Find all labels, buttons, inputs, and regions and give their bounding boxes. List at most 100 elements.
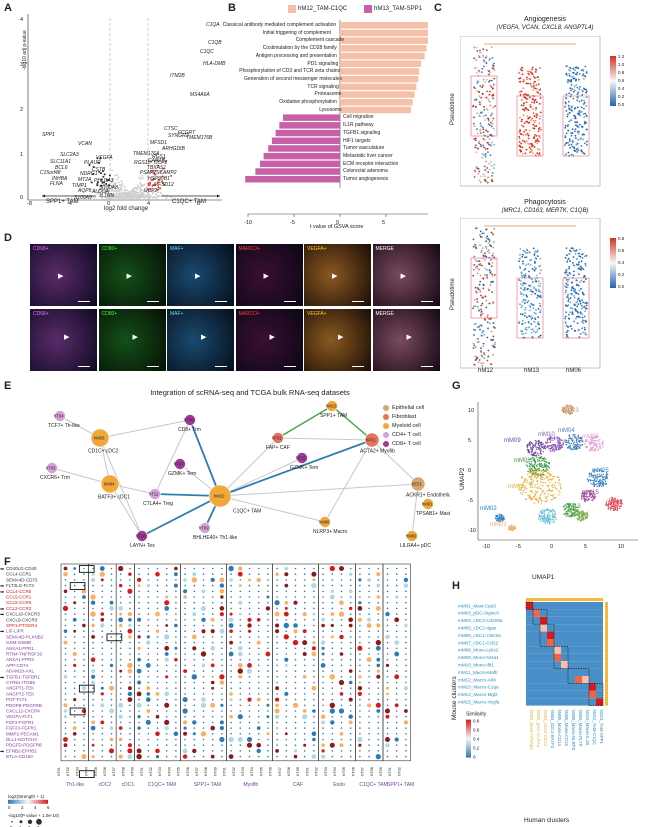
pseudotime-cell [482, 128, 485, 131]
dotplot-dot [285, 596, 288, 598]
dotplot-dot [359, 613, 361, 615]
dotplot-dot [257, 647, 260, 650]
dotplot-dot [193, 687, 196, 689]
ihc-image-tile: MERGE ▶ [372, 309, 440, 371]
dotplot-dot [129, 704, 131, 707]
dotplot-dot [73, 721, 76, 724]
dotplot-dot [202, 596, 205, 598]
dotplot-dot [228, 617, 234, 623]
network-node-label: CXCR6+ Trm [40, 475, 70, 481]
dotplot-dot [73, 710, 76, 712]
dotplot-dot [200, 651, 207, 657]
pseudotime-cell [533, 266, 536, 268]
pseudotime-cell [481, 111, 484, 114]
pseudotime-cell [473, 268, 475, 271]
dotplot-dot [129, 567, 131, 570]
umap-ytick: 10 [468, 408, 474, 414]
umap-cell [584, 446, 587, 448]
dotplot-dot [331, 755, 334, 758]
network-node-id: hT15 [296, 456, 306, 461]
umap-cell [599, 479, 601, 481]
pseudotime-cell [567, 298, 570, 301]
dotplot-dot [257, 738, 260, 741]
pseudotime-cell [518, 265, 521, 267]
umap-cell [602, 478, 604, 480]
umap-cell [568, 437, 570, 440]
ihc-stain-label: MAF+ [170, 246, 184, 252]
pseudotime-cell [584, 142, 586, 145]
umap-cell [551, 450, 554, 452]
dotplot-dot [193, 744, 196, 746]
dotplot-dot [83, 750, 85, 752]
pseudotime-cell [524, 332, 527, 335]
dotplot-dot [221, 693, 223, 695]
volcano-point [120, 185, 123, 188]
pseudotime-cell [584, 75, 587, 78]
dotplot-dot [228, 736, 234, 743]
pseudotime-cell [525, 120, 528, 123]
dotplot-dot [221, 755, 223, 758]
pseudotime-cell [480, 294, 482, 297]
pseudotime-cell [476, 79, 479, 82]
dotplot-dot [164, 657, 169, 662]
dotplot-dot [321, 646, 325, 650]
dotplot-dot [156, 601, 159, 604]
umap-cell [500, 513, 503, 516]
dotplot-dot [267, 624, 269, 627]
dotplot-dot [184, 647, 186, 650]
pseudotime-cell [478, 359, 481, 361]
dotplot-dot [284, 583, 289, 588]
pseudotime-cell [571, 132, 574, 134]
umap-cell [508, 528, 510, 530]
umap-cell [553, 521, 555, 523]
dotplot-dot [129, 710, 131, 712]
dotplot-dot [219, 736, 225, 743]
umap-cell [594, 450, 597, 452]
dotplot-dot [359, 573, 361, 575]
pseudotime-cell [524, 307, 527, 309]
pseudotime-cell [476, 305, 479, 308]
gsva-bar [263, 152, 340, 160]
umap-cell [591, 448, 593, 450]
pseudotime-cell [521, 73, 524, 76]
dotplot-dot [221, 653, 223, 655]
pseudotime-cell [492, 106, 494, 109]
umap-cell [539, 496, 541, 499]
volcano-gene-label: MT2A [78, 177, 92, 183]
network-node-label: LAYN+ Tex [130, 543, 155, 549]
pseudotime-cell [577, 149, 579, 152]
network-node [174, 458, 186, 470]
pseudotime-cell [581, 299, 584, 302]
volcano-point [139, 178, 142, 181]
dotplot-dot [219, 726, 224, 731]
dotplot-dot [193, 658, 196, 661]
umap-cell [573, 448, 575, 450]
dotplot-dot [230, 704, 232, 707]
volcano-gene-label: IL1RN [100, 193, 115, 199]
pseudotime-cell [526, 133, 529, 136]
pseudotime-cell [580, 145, 583, 147]
volcano-point [165, 160, 167, 163]
pseudotime-cell [566, 273, 568, 276]
dotplot-dot [284, 606, 288, 610]
dotplot-dot [164, 691, 169, 697]
pseudotime-cell [489, 322, 491, 325]
ihc-stain-label: MERGE [375, 311, 394, 317]
umap-cell [534, 490, 536, 492]
gsva-bar [255, 168, 340, 175]
pseudotime-cell [531, 281, 534, 283]
pseudotime-cell [478, 283, 481, 286]
umap-cell [536, 440, 538, 443]
dotplot-dot [92, 630, 94, 632]
pseudotime-cell [539, 97, 542, 99]
dotplot-dot [83, 647, 85, 650]
pseudotime-cell [478, 325, 480, 328]
umap-cell [529, 469, 532, 471]
pseudotime-cell [522, 139, 524, 142]
dotplot-row-label: PDGFB-PDGFRB [6, 703, 42, 708]
dotplot-dot [175, 653, 177, 655]
umap-cell [620, 501, 623, 503]
pseudotime-cell [539, 305, 542, 307]
pseudotime-cell [520, 306, 523, 309]
umap-cell [547, 479, 549, 481]
